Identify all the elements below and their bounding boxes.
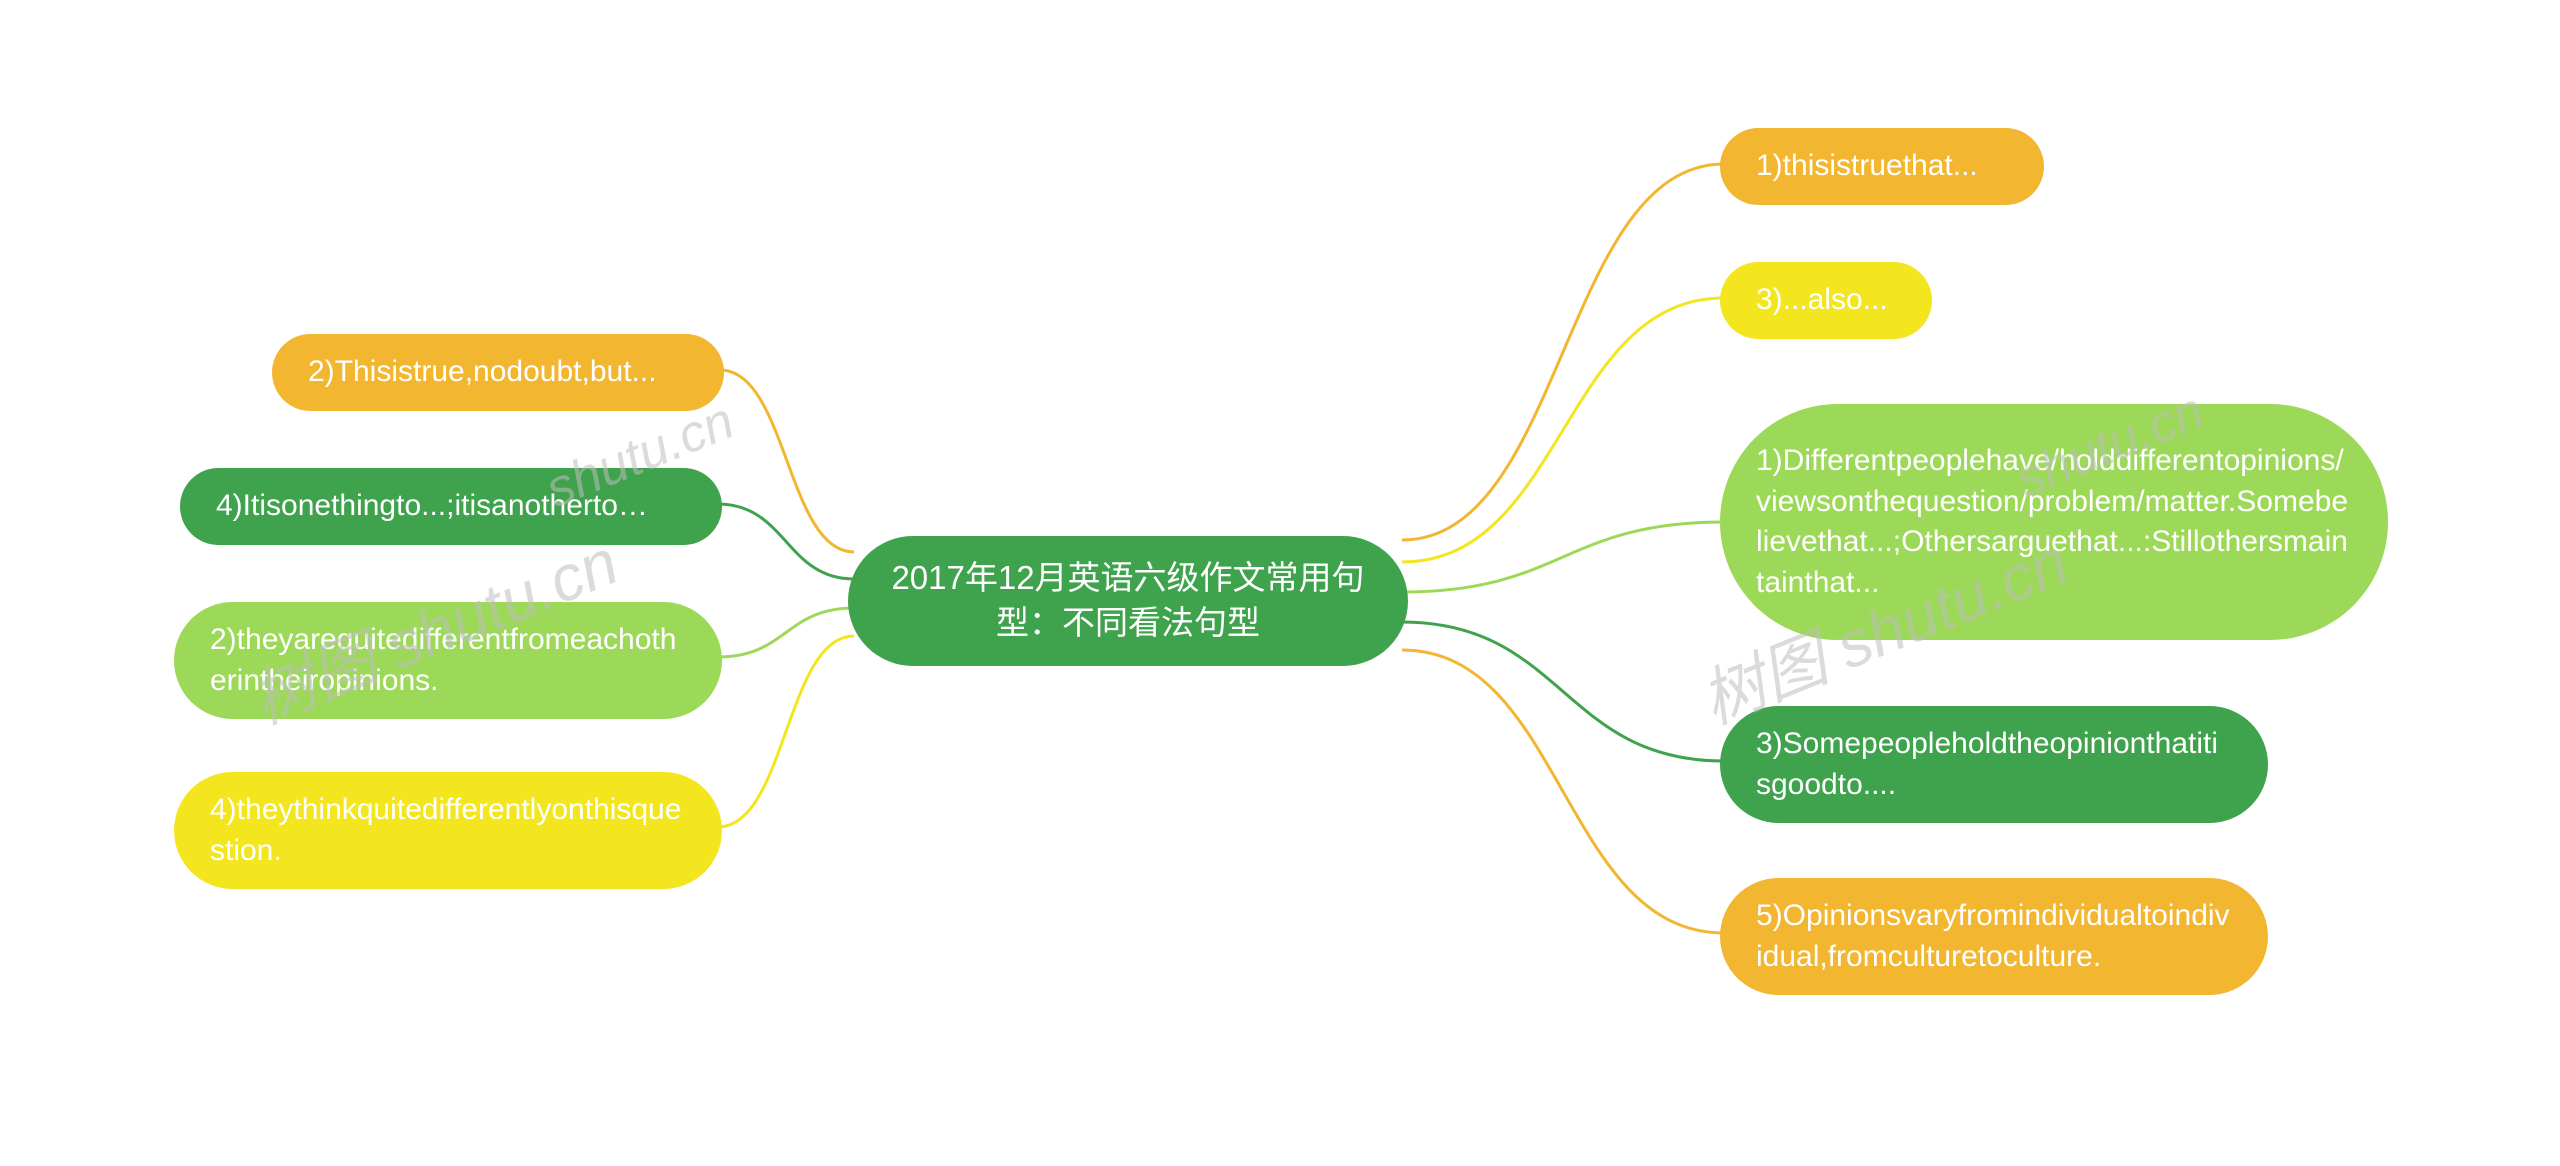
branch-node-label: 4)Itisonethingto...;itisanotherto… — [216, 486, 648, 527]
branch-node-l1: 2)Thisistrue,nodoubt,but... — [272, 334, 724, 411]
branch-node-label: 1)thisistruethat... — [1756, 146, 1978, 187]
branch-node-l2: 4)Itisonethingto...;itisanotherto… — [180, 468, 722, 545]
branch-node-label: 2)Thisistrue,nodoubt,but... — [308, 352, 657, 393]
branch-node-l3: 2)theyarequitedifferentfromeachotherinth… — [174, 602, 722, 719]
branch-node-r3: 1)Differentpeoplehave/holddifferentopini… — [1720, 404, 2388, 640]
branch-node-r5: 5)Opinionsvaryfromindividualtoindividual… — [1720, 878, 2268, 995]
branch-node-r4: 3)Somepeopleholdtheopinionthatitisgoodto… — [1720, 706, 2268, 823]
branch-node-label: 1)Differentpeoplehave/holddifferentopini… — [1756, 441, 2352, 603]
mindmap-canvas: 2017年12月英语六级作文常用句型：不同看法句型 2)Thisistrue,no… — [0, 0, 2560, 1166]
central-node: 2017年12月英语六级作文常用句型：不同看法句型 — [848, 536, 1408, 666]
branch-node-l4: 4)theythinkquitedifferentlyonthisquestio… — [174, 772, 722, 889]
branch-node-label: 4)theythinkquitedifferentlyonthisquestio… — [210, 790, 686, 871]
branch-node-label: 5)Opinionsvaryfromindividualtoindividual… — [1756, 896, 2232, 977]
branch-node-r2: 3)...also... — [1720, 262, 1932, 339]
branch-node-label: 3)Somepeopleholdtheopinionthatitisgoodto… — [1756, 724, 2232, 805]
branch-node-r1: 1)thisistruethat... — [1720, 128, 2044, 205]
branch-node-label: 3)...also... — [1756, 280, 1888, 321]
branch-node-label: 2)theyarequitedifferentfromeachotherinth… — [210, 620, 686, 701]
central-node-label: 2017年12月英语六级作文常用句型：不同看法句型 — [884, 556, 1372, 645]
